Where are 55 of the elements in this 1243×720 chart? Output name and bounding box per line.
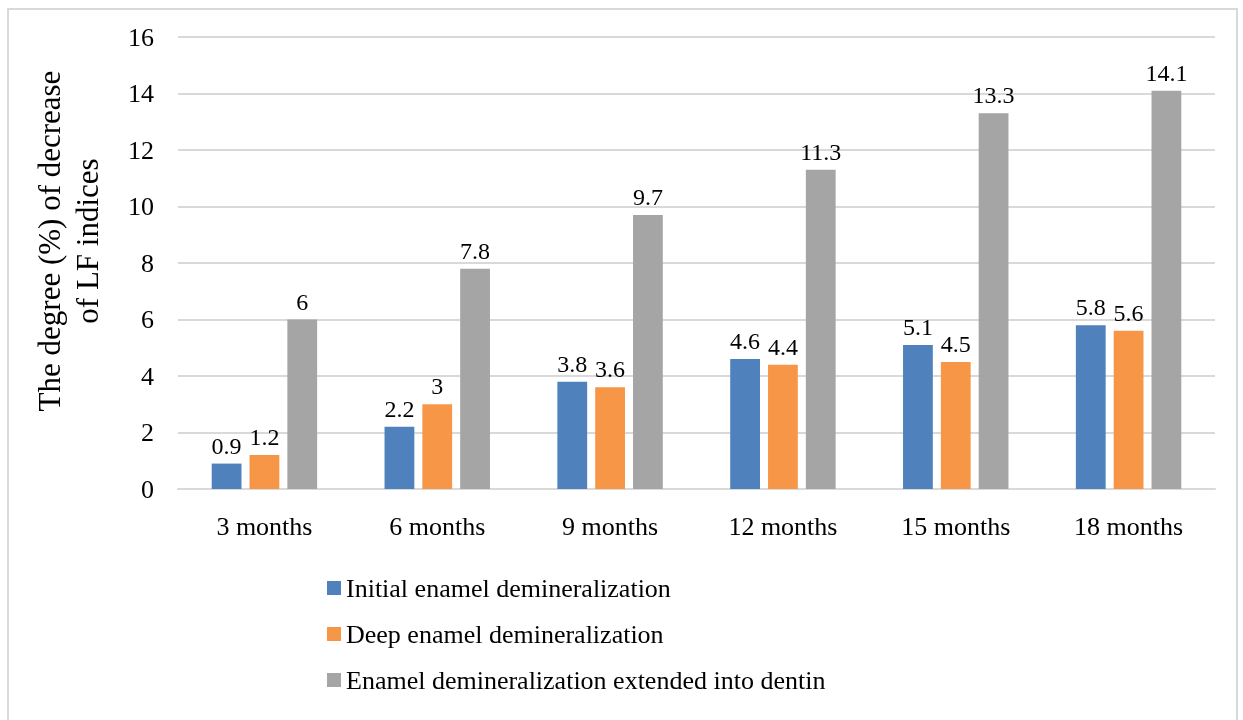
y-tick-label: 12 xyxy=(128,135,154,165)
data-label: 11.3 xyxy=(800,138,842,165)
data-label: 0.9 xyxy=(211,432,242,459)
x-tick-label: 15 months xyxy=(901,511,1011,541)
data-label: 13.3 xyxy=(972,82,1015,109)
bar xyxy=(768,364,798,489)
data-label: 4.5 xyxy=(940,330,971,357)
data-label: 1.2 xyxy=(249,424,280,451)
data-label: 9.7 xyxy=(632,183,663,210)
bar xyxy=(557,381,588,489)
x-tick-label: 3 months xyxy=(216,511,313,541)
data-label: 3.8 xyxy=(557,350,588,377)
bar xyxy=(730,359,760,489)
y-tick-label: 4 xyxy=(141,361,154,391)
data-label: 6 xyxy=(296,288,309,315)
y-tick-label: 6 xyxy=(141,305,154,334)
bar xyxy=(1075,325,1106,489)
bar xyxy=(384,426,415,489)
bar xyxy=(595,387,625,489)
bar xyxy=(1151,90,1182,489)
bar xyxy=(422,404,453,489)
y-axis-title: The degree (%) of decrease of LF indices xyxy=(31,69,106,414)
y-tick-label: 2 xyxy=(141,418,154,447)
data-label: 7.8 xyxy=(460,237,491,264)
y-tick-label: 8 xyxy=(141,248,154,278)
legend-label: Enamel demineralization extended into dentin xyxy=(346,665,826,695)
legend-label: Initial enamel demineralization xyxy=(346,573,671,603)
data-label: 3.6 xyxy=(595,356,626,383)
data-label: 4.6 xyxy=(730,328,761,355)
y-tick-label: 10 xyxy=(128,192,154,221)
data-label: 2.2 xyxy=(384,395,415,422)
y-tick-label: 14 xyxy=(128,79,154,108)
bar xyxy=(903,344,933,489)
x-tick-label: 6 months xyxy=(389,511,486,541)
bar xyxy=(940,361,971,489)
x-tick-label: 12 months xyxy=(728,511,838,541)
bar xyxy=(287,319,318,489)
y-tick-label: 16 xyxy=(128,22,154,52)
data-label: 5.6 xyxy=(1113,299,1144,326)
data-label: 14.1 xyxy=(1145,59,1188,86)
x-tick-label: 9 months xyxy=(562,511,659,541)
bar xyxy=(211,463,242,489)
data-label: 3 xyxy=(431,373,444,400)
data-label: 5.1 xyxy=(902,313,933,340)
data-label: 5.8 xyxy=(1075,294,1106,321)
bar xyxy=(1113,330,1144,489)
y-tick-label: 0 xyxy=(141,474,154,504)
bar xyxy=(249,455,280,489)
bar xyxy=(633,214,663,489)
data-label: 4.4 xyxy=(767,333,798,360)
legend-label: Deep enamel demineralization xyxy=(346,619,664,649)
bar xyxy=(805,169,836,489)
x-tick-label: 18 months xyxy=(1074,511,1184,541)
bar xyxy=(978,113,1009,489)
bar xyxy=(460,268,490,489)
